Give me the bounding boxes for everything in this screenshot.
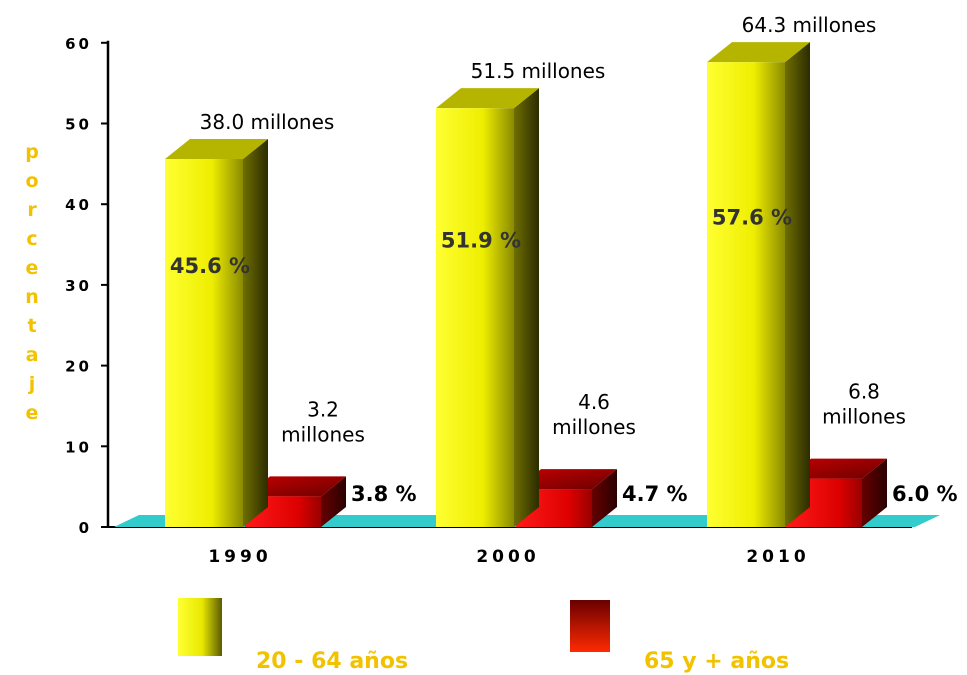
bar-20-64-2000-side xyxy=(514,88,539,528)
population-label: 4.6 xyxy=(578,390,610,414)
bar-value-label: 57.6 % xyxy=(712,206,792,230)
legend-item-20-64: 20 - 64 años xyxy=(178,598,408,674)
y-tick-label: 30 xyxy=(65,277,92,295)
y-tick-label: 10 xyxy=(65,438,92,456)
y-axis-label-letter: o xyxy=(25,170,38,192)
population-label: 6.8 xyxy=(848,380,880,404)
bar-value-label: 6.0 % xyxy=(892,482,958,506)
y-tick-label: 50 xyxy=(65,116,92,134)
bar-65-plus-2010-top xyxy=(786,458,887,479)
bar-20-64-2010-side xyxy=(785,42,810,527)
legend-swatch xyxy=(178,598,222,656)
bar-20-64-2000-top xyxy=(436,88,539,109)
y-tick-label: 0 xyxy=(79,519,92,537)
population-label: millones xyxy=(822,405,906,429)
population-label: 38.0 millones xyxy=(200,110,335,134)
y-axis-label-letter: e xyxy=(26,402,39,424)
bar-65-plus-1990-top xyxy=(245,476,346,497)
bar-20-64-1990-side xyxy=(243,139,268,527)
legend-item-65-plus: 65 y + años xyxy=(570,600,789,674)
bar-20-64-2000 xyxy=(436,88,539,528)
bar-20-64-1990-top xyxy=(165,139,268,160)
bar-65-plus-2000-top xyxy=(516,469,617,490)
y-axis-label-letter: t xyxy=(27,315,36,337)
legend-swatch xyxy=(570,600,610,652)
bar-65-plus-1990-side xyxy=(321,476,346,527)
bar-20-64-2010-top xyxy=(707,42,810,63)
population-label: millones xyxy=(552,415,636,439)
bar-65-plus-2000-side xyxy=(592,469,617,527)
population-label: 64.3 millones xyxy=(742,13,877,37)
population-label: 3.2 xyxy=(307,397,339,421)
bar-20-64-2000-front xyxy=(436,108,514,528)
y-axis-label-letter: j xyxy=(28,373,36,395)
bar-20-64-2010-front xyxy=(707,62,785,527)
legend-label: 65 y + años xyxy=(644,649,789,674)
population-label: millones xyxy=(281,422,365,446)
bar-value-label: 51.9 % xyxy=(441,229,521,253)
bar-20-64-1990-front xyxy=(165,159,243,527)
y-axis-label-letter: n xyxy=(25,286,39,308)
bar-value-label: 45.6 % xyxy=(170,254,250,278)
bar-value-label: 3.8 % xyxy=(351,482,417,506)
y-axis-label-letter: c xyxy=(26,228,37,250)
y-tick-label: 20 xyxy=(65,358,92,376)
population-label: 51.5 millones xyxy=(471,59,606,83)
legend: 20 - 64 años 65 y + años xyxy=(178,598,789,674)
bar-20-64-1990 xyxy=(165,139,268,527)
x-category-label: 2010 xyxy=(746,547,809,567)
bar-20-64-2010 xyxy=(707,42,810,527)
bar-value-label: 4.7 % xyxy=(622,482,688,506)
y-axis-label-letter: p xyxy=(25,141,39,163)
y-axis-label-letter: r xyxy=(27,199,37,221)
y-axis-label-letter: e xyxy=(26,257,39,279)
x-category-label: 1990 xyxy=(208,547,271,567)
x-axis-categories: 1990 2000 2010 xyxy=(208,547,809,567)
bar-65-plus-2010-side xyxy=(862,458,887,527)
y-tick-label: 40 xyxy=(65,196,92,214)
bar-65-plus-2010 xyxy=(786,458,887,527)
y-axis-label-letter: a xyxy=(26,344,39,366)
legend-label: 20 - 64 años xyxy=(256,649,408,674)
y-tick-label: 60 xyxy=(65,35,92,53)
x-category-label: 2000 xyxy=(476,547,539,567)
data-labels: 45.6 % 38.0 millones 51.9 % 51.5 millones 57… xyxy=(170,13,958,506)
bars xyxy=(165,42,887,528)
